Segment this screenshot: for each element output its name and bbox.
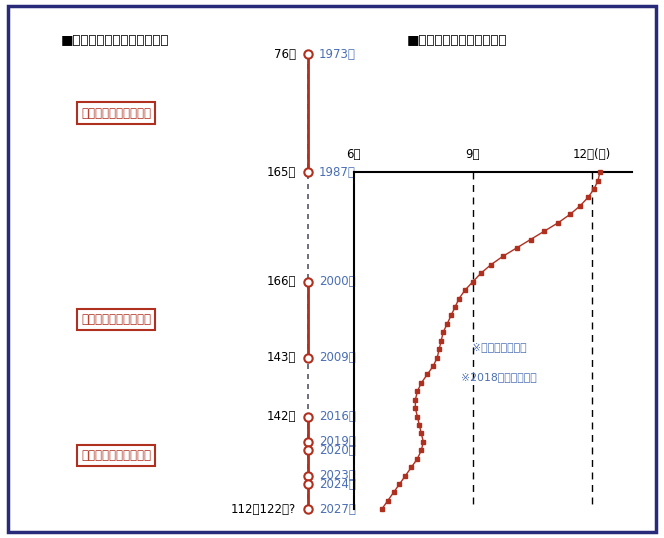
Text: 2009年: 2009年 bbox=[319, 351, 355, 364]
Text: 6万: 6万 bbox=[347, 148, 361, 161]
Text: 166校: 166校 bbox=[267, 275, 296, 288]
Text: 2000年: 2000年 bbox=[319, 275, 355, 288]
Text: 165校: 165校 bbox=[267, 166, 296, 179]
Text: ※県教委資料より: ※県教委資料より bbox=[471, 342, 527, 352]
Text: 2023年: 2023年 bbox=[319, 469, 355, 482]
Text: 県立高校改革実施計画: 県立高校改革実施計画 bbox=[81, 449, 151, 462]
Text: 143校: 143校 bbox=[267, 351, 296, 364]
Text: ■県内公立中学生卒業生数: ■県内公立中学生卒業生数 bbox=[406, 34, 507, 47]
Text: 2016年: 2016年 bbox=[319, 410, 355, 423]
Text: 9万: 9万 bbox=[465, 148, 480, 161]
Text: 1973年: 1973年 bbox=[319, 47, 355, 61]
Text: 2020年: 2020年 bbox=[319, 444, 355, 457]
Text: ■神奈川県立高校改革の流れ: ■神奈川県立高校改革の流れ bbox=[60, 34, 169, 47]
Text: 県立高校百校新設計画: 県立高校百校新設計画 bbox=[81, 107, 151, 119]
Text: 2019年: 2019年 bbox=[319, 435, 355, 448]
Text: ※2018年以降は推定: ※2018年以降は推定 bbox=[461, 372, 537, 382]
Text: 県立高校改革推進計画: 県立高校改革推進計画 bbox=[81, 313, 151, 326]
Text: 12万(名): 12万(名) bbox=[573, 148, 611, 161]
Text: 2027年: 2027年 bbox=[319, 503, 355, 516]
Text: 76校: 76校 bbox=[274, 47, 296, 61]
Text: 2024年: 2024年 bbox=[319, 478, 355, 491]
Text: 142校: 142校 bbox=[267, 410, 296, 423]
Text: 1987年: 1987年 bbox=[319, 166, 355, 179]
Text: 112～122校?: 112～122校? bbox=[231, 503, 296, 516]
